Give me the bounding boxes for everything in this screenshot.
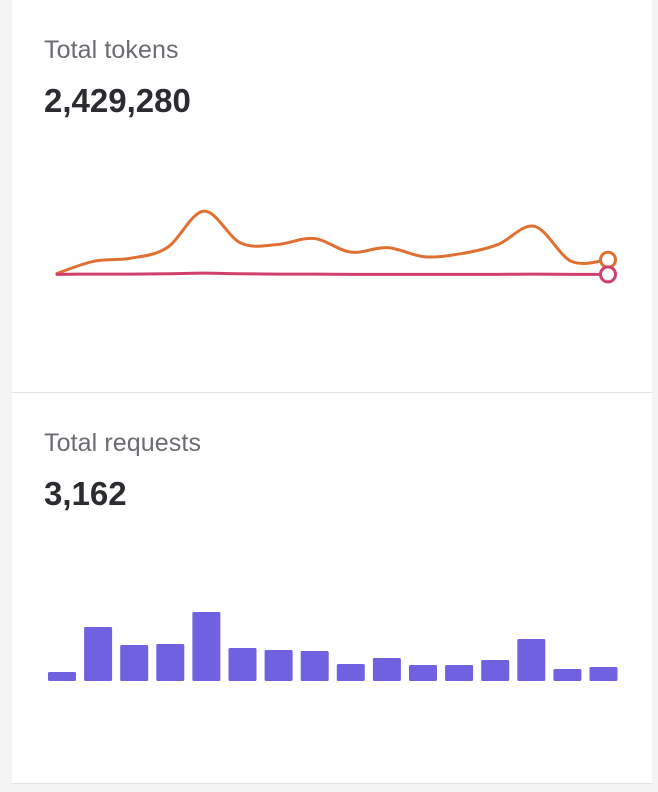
- total-requests-value: 3,162: [44, 475, 127, 512]
- total-tokens-value: 2,429,280: [44, 82, 191, 119]
- request-bar[interactable]: [517, 639, 546, 681]
- total-requests-label: Total requests: [44, 429, 202, 457]
- request-bar[interactable]: [84, 627, 113, 681]
- request-bar[interactable]: [589, 667, 618, 681]
- requests-bar-chart[interactable]: [12, 393, 652, 783]
- request-bar[interactable]: [120, 645, 149, 681]
- request-bar[interactable]: [48, 672, 76, 681]
- token-series-2-end-marker[interactable]: [599, 265, 617, 284]
- request-bar[interactable]: [156, 644, 185, 681]
- request-bar[interactable]: [264, 650, 293, 681]
- request-bar[interactable]: [300, 651, 329, 681]
- tokens-line-chart[interactable]: [12, 0, 652, 392]
- request-bar[interactable]: [336, 664, 365, 681]
- request-bar[interactable]: [553, 669, 582, 681]
- request-bar[interactable]: [445, 665, 474, 681]
- total-tokens-card[interactable]: Total tokens 2,429,280: [12, 0, 652, 393]
- request-bar[interactable]: [228, 648, 257, 681]
- token-series-1-line: [55, 209, 610, 275]
- request-bar[interactable]: [192, 612, 221, 681]
- request-bar[interactable]: [372, 658, 401, 681]
- request-bar[interactable]: [481, 660, 510, 681]
- token-series-1-end-marker[interactable]: [599, 250, 617, 269]
- token-series-2-line: [55, 271, 610, 276]
- total-requests-card[interactable]: Total requests 3,162: [12, 393, 652, 784]
- total-tokens-label: Total tokens: [44, 36, 179, 64]
- request-bar[interactable]: [409, 665, 437, 681]
